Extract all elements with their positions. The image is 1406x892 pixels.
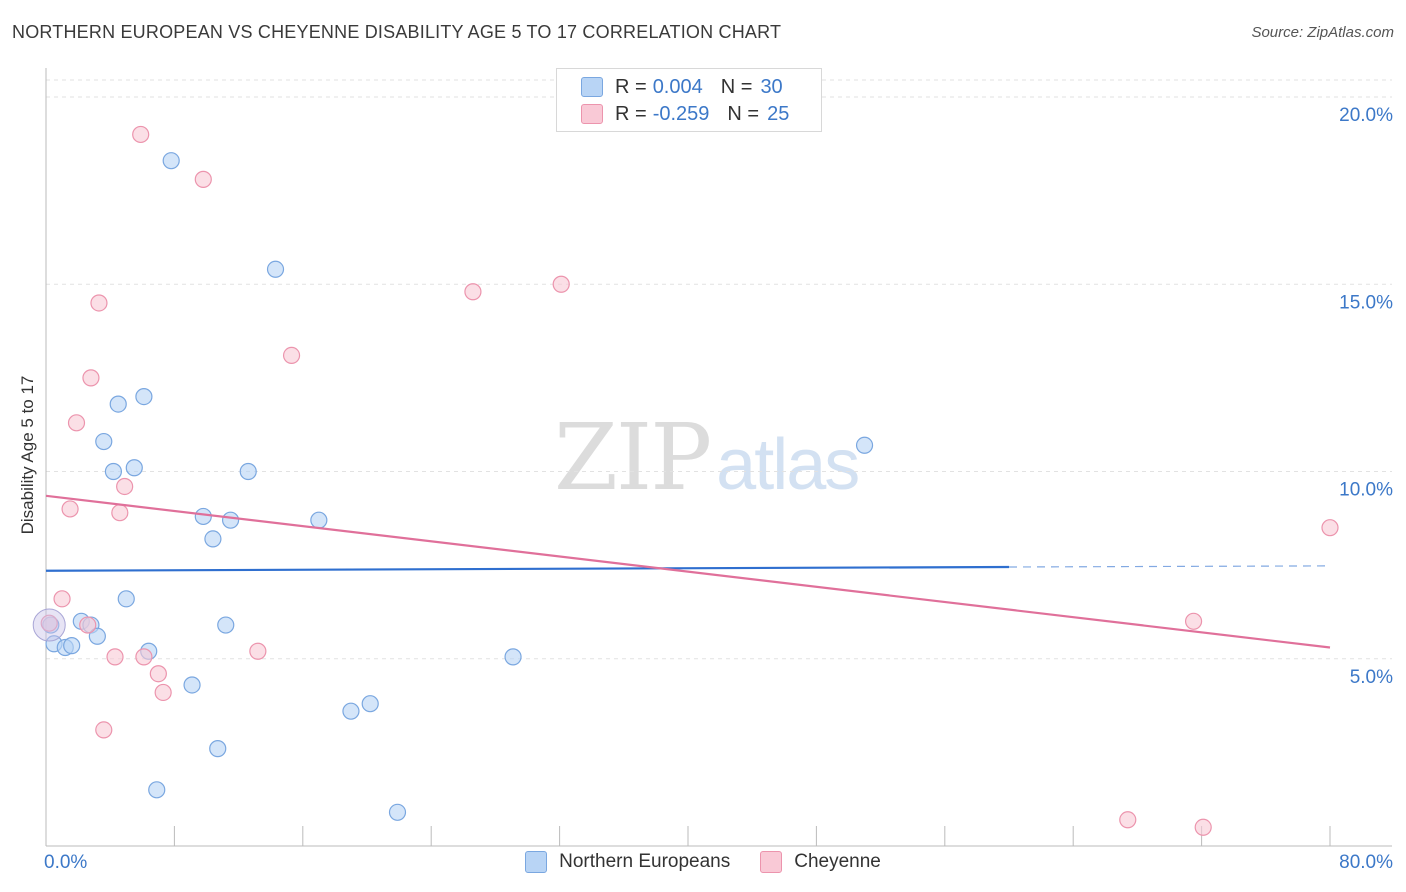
x-tick-label-max: 80.0% xyxy=(1339,852,1393,873)
data-point-northern-europeans xyxy=(109,395,127,413)
legend-label: Cheyenne xyxy=(794,851,881,872)
data-point-cheyenne xyxy=(1184,612,1203,630)
data-point-northern-europeans xyxy=(266,260,285,278)
data-point-cheyenne xyxy=(95,721,113,739)
data-point-cheyenne xyxy=(154,683,172,702)
data-point-northern-europeans xyxy=(135,388,153,406)
n-value: 30 xyxy=(760,75,783,98)
data-point-cheyenne xyxy=(1194,818,1212,836)
watermark-zip: ZIP xyxy=(554,404,712,511)
data-point-northern-europeans xyxy=(194,507,212,526)
data-point-northern-europeans xyxy=(104,462,123,481)
data-point-cheyenne xyxy=(135,648,153,666)
n-label: N = xyxy=(720,75,753,98)
data-point-northern-europeans xyxy=(361,695,379,713)
watermark: ZIPatlas xyxy=(554,404,860,511)
r-value: 0.004 xyxy=(652,75,703,98)
stats-legend: R = 0.004 N = 30 R = -0.259 N = 25 xyxy=(556,68,822,132)
source-label: Source: ZipAtlas.com xyxy=(1251,24,1394,41)
stats-legend-row-northern-europeans: R = 0.004 N = 30 xyxy=(581,75,783,99)
data-point-cheyenne xyxy=(464,283,482,301)
data-point-northern-europeans xyxy=(117,590,135,608)
data-point-northern-europeans xyxy=(95,432,113,451)
data-point-cluster xyxy=(32,608,66,642)
legend-item-cheyenne[interactable]: Cheyenne xyxy=(760,851,881,873)
legend-label: Northern Europeans xyxy=(559,851,731,872)
data-point-cheyenne xyxy=(552,275,570,293)
legend-swatch-blue xyxy=(525,851,548,873)
r-label: R = xyxy=(615,75,647,98)
n-label: N = xyxy=(727,102,760,125)
y-tick-label: 20.0% xyxy=(1339,105,1393,126)
data-point-northern-europeans xyxy=(217,616,235,634)
y-tick-label: 10.0% xyxy=(1339,480,1393,501)
data-point-northern-europeans xyxy=(162,152,180,170)
n-value: 25 xyxy=(767,102,790,125)
series-legend: Northern Europeans Cheyenne xyxy=(0,851,1406,873)
data-point-cheyenne xyxy=(61,500,79,518)
data-point-northern-europeans xyxy=(209,740,227,758)
data-point-cheyenne xyxy=(282,346,301,365)
data-point-cheyenne xyxy=(111,504,129,522)
x-tick-label-min: 0.0% xyxy=(44,852,88,873)
data-point-northern-europeans xyxy=(88,627,106,645)
data-point-cheyenne xyxy=(149,665,167,683)
r-label: R = xyxy=(615,102,647,125)
data-point-cheyenne xyxy=(132,125,150,144)
legend-swatch-blue xyxy=(581,77,603,97)
data-point-northern-europeans xyxy=(125,459,143,477)
data-point-cheyenne xyxy=(53,590,71,608)
r-value: -0.259 xyxy=(652,102,710,125)
trend-line-northern-europeans xyxy=(45,565,1010,572)
data-point-northern-europeans xyxy=(504,648,522,666)
data-point-cheyenne xyxy=(82,369,100,387)
trend-line-extension-northern-europeans xyxy=(1008,565,1331,568)
stats-legend-row-cheyenne: R = -0.259 N = 25 xyxy=(581,102,789,126)
data-point-cheyenne xyxy=(1119,811,1137,829)
data-point-northern-europeans xyxy=(342,702,360,720)
legend-item-northern-europeans[interactable]: Northern Europeans xyxy=(525,851,730,873)
data-point-northern-europeans xyxy=(183,676,201,694)
data-point-northern-europeans xyxy=(239,462,257,481)
data-point-cheyenne xyxy=(194,170,212,188)
data-point-cheyenne xyxy=(40,614,58,632)
y-tick-label: 15.0% xyxy=(1339,292,1393,313)
data-point-northern-europeans xyxy=(855,436,874,454)
watermark-atlas: atlas xyxy=(716,425,860,505)
data-point-northern-europeans xyxy=(388,803,407,821)
data-point-cheyenne xyxy=(67,414,86,432)
chart-title: NORTHERN EUROPEAN VS CHEYENNE DISABILITY… xyxy=(12,22,782,42)
data-point-northern-europeans xyxy=(63,637,81,655)
data-point-cheyenne xyxy=(90,294,108,312)
trend-line-cheyenne xyxy=(45,494,1331,649)
data-point-cheyenne xyxy=(249,642,267,660)
data-point-northern-europeans xyxy=(221,511,240,529)
legend-swatch-pink xyxy=(760,851,783,873)
y-tick-label: 5.0% xyxy=(1350,667,1393,688)
data-point-northern-europeans xyxy=(310,511,328,529)
legend-swatch-pink xyxy=(581,104,603,124)
data-point-cheyenne xyxy=(106,648,124,666)
data-point-cheyenne xyxy=(1321,519,1339,537)
data-point-northern-europeans xyxy=(204,530,222,548)
data-point-northern-europeans xyxy=(148,781,166,799)
data-point-cheyenne xyxy=(116,477,134,496)
data-point-cheyenne xyxy=(79,616,97,634)
